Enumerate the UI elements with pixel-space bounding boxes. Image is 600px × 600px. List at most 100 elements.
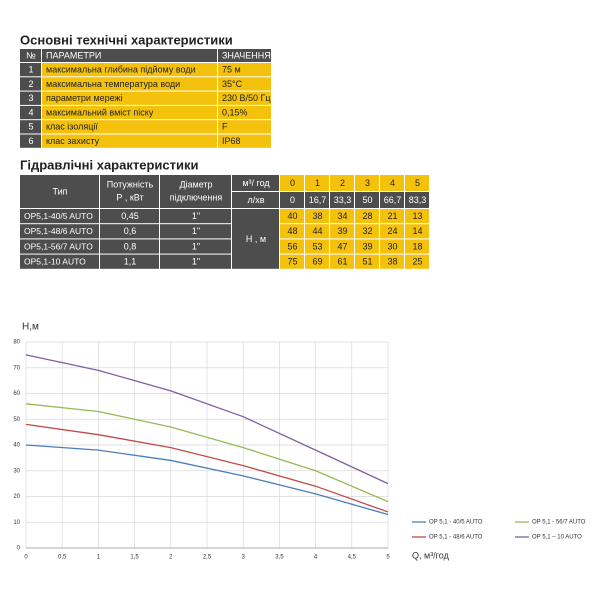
cell: [405, 192, 429, 208]
x-tick-label: 0,5: [58, 555, 67, 561]
table-cell: 69: [312, 257, 322, 267]
cell: [42, 105, 217, 120]
y-tick-label: 10: [13, 520, 20, 526]
cell: [380, 175, 404, 191]
table-cell: 44: [312, 226, 322, 236]
header-cell: №: [26, 50, 36, 60]
x-tick-label: 2,5: [203, 555, 212, 561]
cell: [355, 209, 379, 224]
table-cell: 1: [28, 65, 33, 75]
table-cell: 53: [312, 241, 322, 251]
table-cell: OP5,1-56/7 AUTO: [24, 241, 93, 251]
flow-cell: 83,3: [409, 195, 427, 205]
cell: [380, 192, 404, 208]
cell: [305, 254, 329, 269]
table-cell: 32: [362, 226, 372, 236]
series-line: [25, 423, 389, 513]
cell: [20, 175, 99, 208]
table-cell: 2: [28, 79, 33, 89]
cell: [42, 63, 217, 77]
cell: [405, 175, 429, 191]
cell: [20, 209, 99, 224]
cell: [280, 175, 304, 191]
cell: [405, 224, 429, 239]
table-cell: 1": [192, 211, 200, 221]
table-cell: 25: [412, 257, 422, 267]
cell: [305, 239, 329, 254]
legend-label: OP 5,1 - 48/6 AUTO: [429, 535, 483, 541]
series-line: [25, 403, 389, 503]
flow-cell: 3: [365, 178, 370, 188]
x-tick-label: 2: [169, 555, 173, 561]
flow-cell: 5: [415, 178, 420, 188]
section-title: Гідравлічні характеристики: [20, 157, 198, 172]
table-cell: параметри мережі: [46, 93, 123, 103]
cell: [218, 77, 271, 91]
table-cell: 0,15%: [222, 107, 248, 117]
table-cell: максимальна температура води: [46, 79, 180, 89]
table-cell: 3: [28, 93, 33, 103]
cell: [330, 254, 354, 269]
series-line: [25, 354, 389, 485]
cell: [232, 209, 279, 269]
table-cell: 34: [337, 211, 347, 221]
header-cell: л/хв: [247, 195, 264, 205]
table-cell: IP68: [222, 136, 241, 146]
table-cell: 24: [387, 226, 397, 236]
x-tick-label: 4: [314, 555, 318, 561]
table-cell: максимальна глибина підйому води: [46, 65, 196, 75]
table-cell: максимальний вміст піску: [46, 107, 154, 117]
y-tick-label: 60: [13, 391, 20, 397]
cell: [160, 239, 231, 254]
cell: [42, 49, 217, 62]
header-cell: Н , м: [246, 234, 266, 244]
table-cell: 1": [192, 257, 200, 267]
table-cell: 56: [287, 241, 297, 251]
x-tick-label: 0: [24, 555, 28, 561]
header-cell: Діаметр: [179, 179, 212, 189]
table-cell: 18: [412, 241, 422, 251]
table-cell: 39: [337, 226, 347, 236]
cell: [280, 192, 304, 208]
flow-cell: 50: [362, 195, 372, 205]
cell: [355, 192, 379, 208]
cell: [100, 254, 159, 269]
cell: [355, 224, 379, 239]
cell: [160, 224, 231, 239]
y-tick-label: 30: [13, 468, 20, 474]
cell: [330, 239, 354, 254]
y-tick-label: 0: [17, 546, 21, 552]
cell: [42, 134, 217, 148]
cell: [380, 224, 404, 239]
cell: [218, 63, 271, 77]
table-cell: 39: [362, 241, 372, 251]
cell: [20, 63, 41, 77]
table-cell: 21: [387, 211, 397, 221]
legend-label: OP 5,1 - 40/5 AUTO: [429, 520, 483, 526]
flow-cell: 0: [290, 195, 295, 205]
table-cell: 51: [362, 257, 372, 267]
table-cell: 0,6: [124, 226, 137, 236]
cell: [100, 224, 159, 239]
y-tick-label: 70: [13, 365, 20, 371]
table-cell: 0,8: [124, 241, 137, 251]
y-tick-label: 80: [13, 340, 20, 346]
cell: [100, 209, 159, 224]
table-cell: 1": [192, 241, 200, 251]
cell: [160, 175, 231, 208]
table-cell: F: [222, 122, 228, 132]
table-cell: 38: [312, 211, 322, 221]
cell: [218, 49, 271, 62]
cell: [20, 49, 41, 62]
header-cell: ЗНАЧЕННЯ: [222, 50, 271, 60]
table-cell: OP5,1-48/6 AUTO: [24, 226, 93, 236]
cell: [330, 192, 354, 208]
table-cell: 30: [387, 241, 397, 251]
cell: [280, 239, 304, 254]
legend-label: OP 5,1 – 10 AUTO: [532, 535, 582, 541]
cell: [160, 254, 231, 269]
table-cell: 13: [412, 211, 422, 221]
flow-cell: 2: [340, 178, 345, 188]
table-cell: 6: [28, 136, 33, 146]
table-cell: 14: [412, 226, 422, 236]
